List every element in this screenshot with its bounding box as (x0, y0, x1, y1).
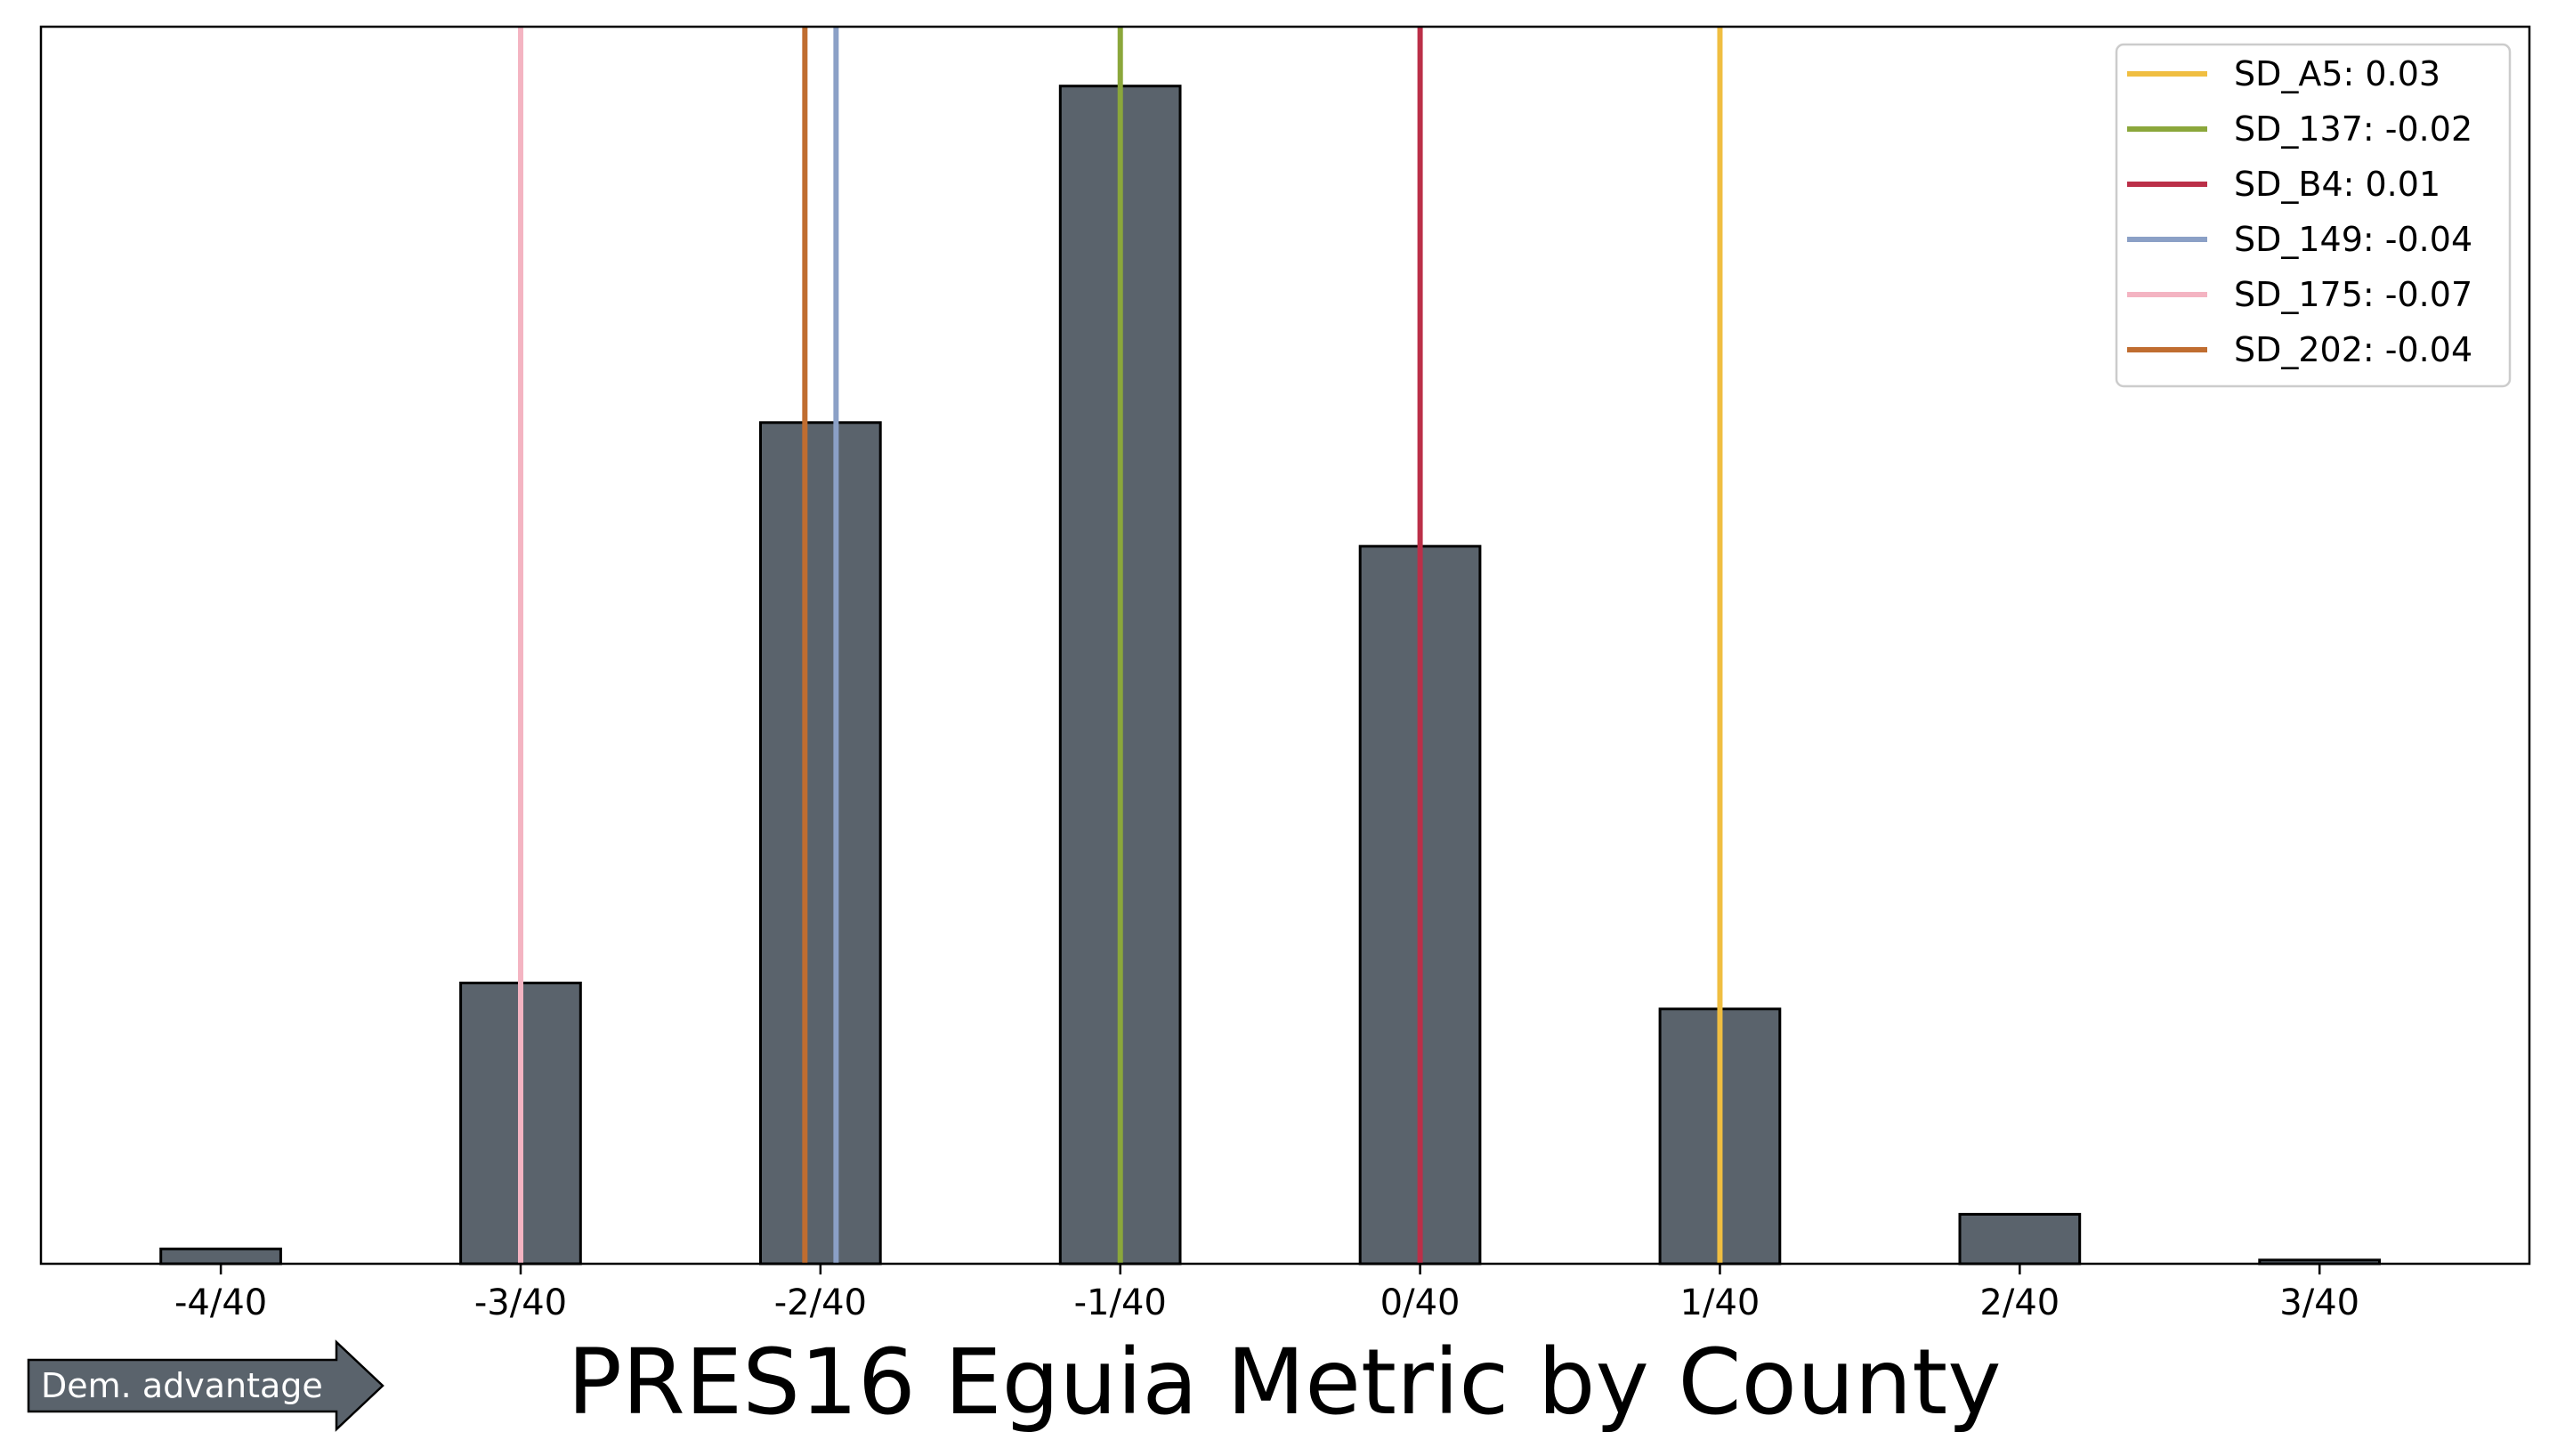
histogram-bar (159, 1247, 282, 1266)
plot-frame (39, 25, 2531, 1266)
vlines-layer (517, 27, 1723, 1264)
legend: SD_A5: 0.03 SD_137: -0.02 SD_B4: 0.01 SD_14… (2115, 43, 2512, 388)
legend-label: SD_B4: 0.01 (2234, 165, 2440, 204)
legend-label: SD_175: -0.07 (2234, 275, 2472, 314)
legend-label: SD_202: -0.04 (2234, 330, 2472, 369)
chart-title: PRES16 Eguia Metric by County (567, 1330, 2001, 1436)
x-tick-label: 2/40 (1979, 1282, 2059, 1323)
x-axis-ticks: -4/40 -3/40 -2/40 -1/40 0/40 1/40 2/40 3/40 (174, 1264, 2359, 1323)
legend-label: SD_149: -0.04 (2234, 220, 2472, 259)
x-tick-label: -2/40 (774, 1282, 867, 1323)
arrow-label: Dem. advantage (41, 1366, 323, 1405)
arrow-shape (27, 1339, 384, 1432)
x-tick-label: 3/40 (2279, 1282, 2359, 1323)
legend-label: SD_137: -0.02 (2234, 109, 2472, 149)
x-tick-label: -4/40 (174, 1282, 267, 1323)
histogram-bar (1958, 1212, 2082, 1266)
dem-advantage-arrow: Dem. advantage (27, 1339, 384, 1432)
legend-label: SD_A5: 0.03 (2234, 54, 2440, 93)
histogram-bar (759, 421, 882, 1266)
legend-items: SD_A5: 0.03 SD_137: -0.02 SD_B4: 0.01 SD_14… (2127, 54, 2472, 369)
x-tick-label: -3/40 (474, 1282, 567, 1323)
x-tick-label: 0/40 (1380, 1282, 1461, 1323)
x-tick-label: 1/40 (1680, 1282, 1760, 1323)
legend-box (2115, 43, 2512, 388)
x-tick-label: -1/40 (1074, 1282, 1167, 1323)
